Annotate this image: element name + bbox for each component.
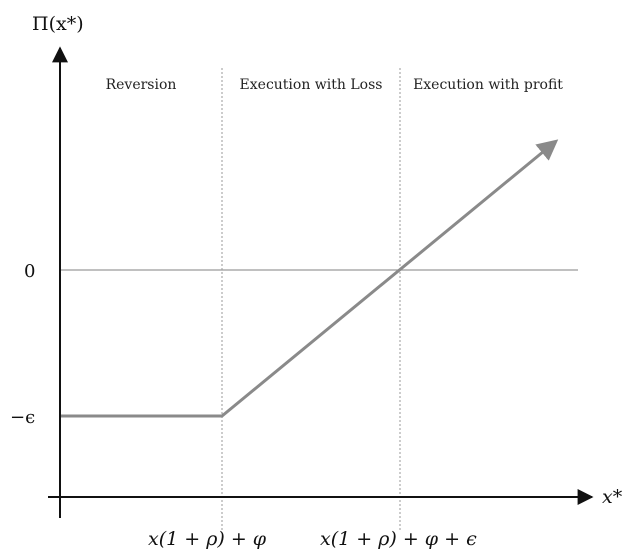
y-tick-neg-epsilon: −ϵ	[10, 407, 35, 428]
x-axis-title: x*	[602, 486, 623, 508]
payoff-curve	[60, 139, 559, 418]
x-tick-second: x(1 + ρ) + φ + ϵ	[320, 528, 477, 550]
region-label-execution-loss: Execution with Loss	[240, 77, 383, 93]
y-tick-zero: 0	[24, 261, 35, 282]
region-label-reversion: Reversion	[106, 77, 177, 93]
region-label-execution-profit: Execution with profit	[413, 77, 563, 93]
y-axis-title: Π(x*)	[32, 13, 84, 35]
x-tick-first: x(1 + ρ) + φ	[148, 528, 267, 550]
